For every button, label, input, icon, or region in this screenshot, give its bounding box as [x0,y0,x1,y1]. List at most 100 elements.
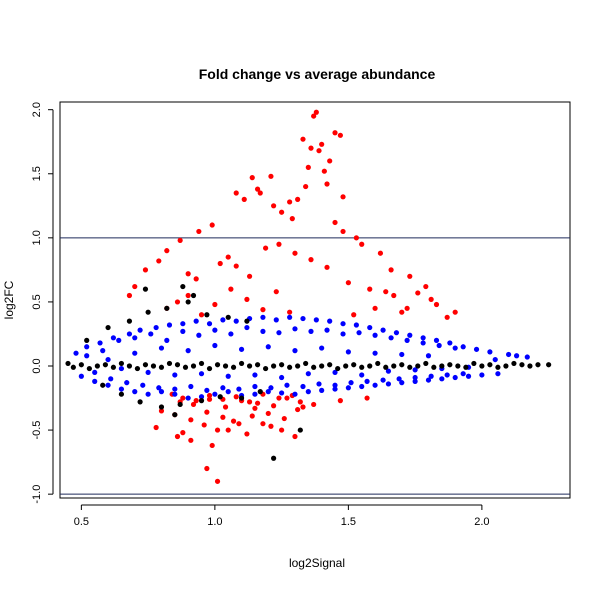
point-red [254,400,261,406]
point-black [182,364,189,370]
point-blue [225,373,231,379]
point-blue [505,351,512,358]
point-black [190,363,197,369]
point-red [252,405,258,411]
point-red [295,406,301,413]
point-black [335,365,341,372]
point-black [527,363,533,369]
point-red [305,164,311,170]
point-red [185,271,191,277]
point-blue [260,328,266,334]
series-black [65,283,552,461]
point-red [300,404,306,410]
point-red [233,263,239,269]
point-black [319,363,325,369]
x-tick-label: 1.0 [207,516,222,528]
point-blue [319,345,325,351]
point-black [487,362,493,368]
point-black [118,391,125,397]
point-red [236,421,242,427]
point-blue [367,324,373,331]
point-blue [172,372,178,378]
point-blue [305,389,311,395]
point-black [238,395,245,401]
point-blue [238,346,245,352]
x-tick-label: 0.5 [74,516,89,528]
point-red [153,424,159,431]
point-blue [145,391,151,397]
point-red [263,245,269,251]
point-red [367,286,373,292]
point-red [233,190,239,196]
point-red [193,398,199,404]
point-blue [332,386,338,392]
point-blue [84,353,90,359]
point-black [254,362,261,368]
data-points [65,109,552,484]
point-blue [513,353,520,359]
point-blue [188,383,194,390]
point-blue [300,383,306,390]
point-blue [268,385,274,391]
x-tick-label: 1.5 [341,516,356,528]
point-black [519,362,525,368]
point-red [351,312,357,318]
point-blue [156,385,162,391]
point-blue [180,321,186,327]
y-tick-label: 2.0 [31,102,43,117]
point-black [238,360,245,367]
point-black [214,362,221,368]
point-blue [292,391,298,397]
x-axis: 0.5 1.0 1.5 2.0 [74,504,490,528]
point-blue [212,342,218,349]
point-blue [452,374,458,381]
point-blue [164,337,170,343]
point-blue [316,381,322,387]
point-red [260,421,266,427]
point-red [204,409,210,415]
point-black [503,363,509,369]
point-blue [393,330,400,336]
point-black [172,412,178,418]
point-blue [92,369,98,376]
point-black [423,360,429,367]
series-red [126,109,458,484]
point-blue [287,314,293,320]
point-red [271,403,277,409]
point-blue [364,378,370,384]
point-blue [372,350,378,356]
point-black [142,362,149,368]
point-blue [124,380,130,386]
point-red [193,276,199,282]
point-red [324,181,330,187]
point-red [164,248,170,254]
point-red [452,309,458,315]
point-red [156,258,162,264]
point-black [225,314,231,320]
point-blue [198,394,205,400]
point-black [311,364,317,370]
point-blue [145,369,151,376]
point-red [142,267,149,273]
point-red [174,299,181,305]
point-red [265,410,271,417]
chart-title: Fold change vs average abundance [199,66,436,82]
point-red [359,241,365,247]
point-red [209,222,215,228]
point-blue [412,367,418,373]
point-red [428,296,434,302]
y-tick-label: 0.5 [31,294,43,309]
point-red [214,427,221,433]
point-blue [353,322,359,328]
point-blue [495,371,501,377]
y-tick-label: -0.5 [31,421,43,440]
point-blue [380,377,386,383]
point-black [204,312,210,318]
point-blue [433,337,440,343]
point-black [407,364,413,370]
point-black [415,363,421,369]
point-blue [300,315,306,322]
point-black [244,318,250,324]
point-black [150,363,157,369]
point-blue [412,378,418,384]
